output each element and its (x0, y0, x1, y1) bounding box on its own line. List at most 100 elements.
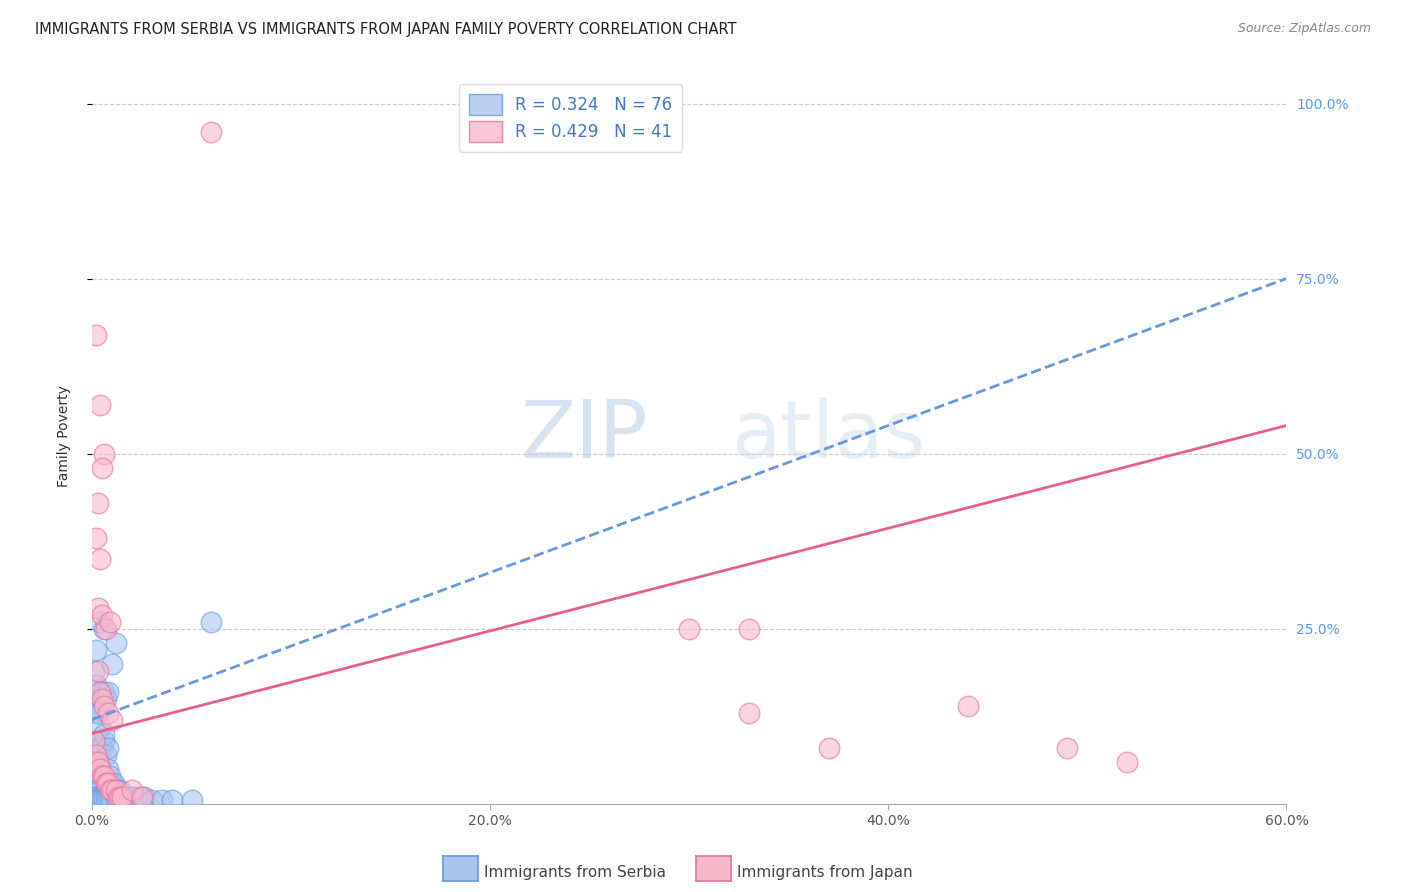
Point (98, 615, 121, 629)
Point (94, 691, 117, 706)
Text: IMMIGRANTS FROM SERBIA VS IMMIGRANTS FROM JAPAN FAMILY POVERTY CORRELATION CHART: IMMIGRANTS FROM SERBIA VS IMMIGRANTS FRO… (35, 22, 737, 37)
Point (738, 622, 761, 636)
Point (83, 698, 105, 713)
Point (89, 397, 111, 411)
Point (117, 789, 139, 804)
Point (84, 642, 107, 657)
Point (111, 789, 134, 804)
Point (87, 664, 110, 678)
Point (97, 775, 120, 789)
Point (108, 782, 131, 797)
Point (84, 747, 107, 762)
Point (956, 698, 979, 713)
Point (97, 684, 120, 698)
Point (91, 607, 114, 622)
Point (108, 789, 131, 804)
Point (121, 789, 143, 804)
Point (87, 495, 110, 509)
Point (97, 793, 120, 807)
Point (94, 793, 117, 807)
Point (89, 551, 111, 566)
Point (97, 740, 120, 755)
Point (125, 789, 148, 804)
Point (160, 793, 183, 807)
Point (84, 706, 107, 720)
Point (83, 664, 105, 678)
Point (97, 762, 120, 776)
Point (87, 775, 110, 789)
Point (93, 793, 115, 807)
Point (83, 789, 105, 804)
Point (89, 793, 111, 807)
Point (115, 789, 138, 804)
Point (89, 615, 111, 629)
Point (104, 635, 127, 649)
Point (83, 793, 105, 807)
Point (84, 327, 107, 342)
Legend: R = 0.324   N = 76, R = 0.429   N = 41: R = 0.324 N = 76, R = 0.429 N = 41 (458, 84, 682, 152)
Point (83, 782, 105, 797)
Text: atlas: atlas (731, 397, 925, 475)
Point (1116, 755, 1139, 769)
Point (83, 733, 105, 747)
Point (94, 622, 117, 636)
Point (121, 782, 143, 797)
Point (104, 782, 127, 797)
Point (89, 789, 111, 804)
Point (200, 615, 222, 629)
Point (93, 768, 115, 782)
Point (817, 740, 839, 755)
Point (87, 789, 110, 804)
Point (125, 793, 148, 807)
Point (98, 782, 121, 797)
Point (101, 793, 124, 807)
Point (87, 706, 110, 720)
Point (93, 726, 115, 740)
Point (84, 782, 107, 797)
Point (91, 691, 114, 706)
Point (101, 775, 124, 789)
Point (94, 775, 117, 789)
Point (91, 460, 114, 475)
Point (93, 733, 115, 747)
Point (112, 793, 135, 807)
Point (101, 657, 124, 671)
Point (117, 793, 139, 807)
Point (89, 684, 111, 698)
Point (87, 740, 110, 755)
Point (98, 768, 121, 782)
Point (738, 706, 761, 720)
Point (150, 793, 173, 807)
Point (87, 755, 110, 769)
Point (93, 446, 115, 460)
Point (83, 768, 105, 782)
Point (1056, 740, 1078, 755)
Point (103, 775, 125, 789)
Point (84, 775, 107, 789)
Point (87, 793, 110, 807)
Point (104, 782, 127, 797)
Point (84, 755, 107, 769)
Point (84, 677, 107, 691)
Point (89, 762, 111, 776)
Point (104, 793, 127, 807)
Text: ZIP: ZIP (520, 397, 647, 475)
Point (98, 793, 121, 807)
Point (141, 793, 163, 807)
Point (94, 789, 117, 804)
Point (93, 789, 115, 804)
Point (87, 782, 110, 797)
Point (101, 713, 124, 727)
Point (87, 691, 110, 706)
Point (84, 531, 107, 545)
Point (107, 789, 129, 804)
Point (94, 747, 117, 762)
Point (84, 793, 107, 807)
Y-axis label: Family Poverty: Family Poverty (58, 385, 72, 487)
Text: Source: ZipAtlas.com: Source: ZipAtlas.com (1237, 22, 1371, 36)
Point (97, 706, 120, 720)
Point (91, 793, 114, 807)
Point (83, 733, 105, 747)
Point (89, 719, 111, 733)
Point (84, 740, 107, 755)
